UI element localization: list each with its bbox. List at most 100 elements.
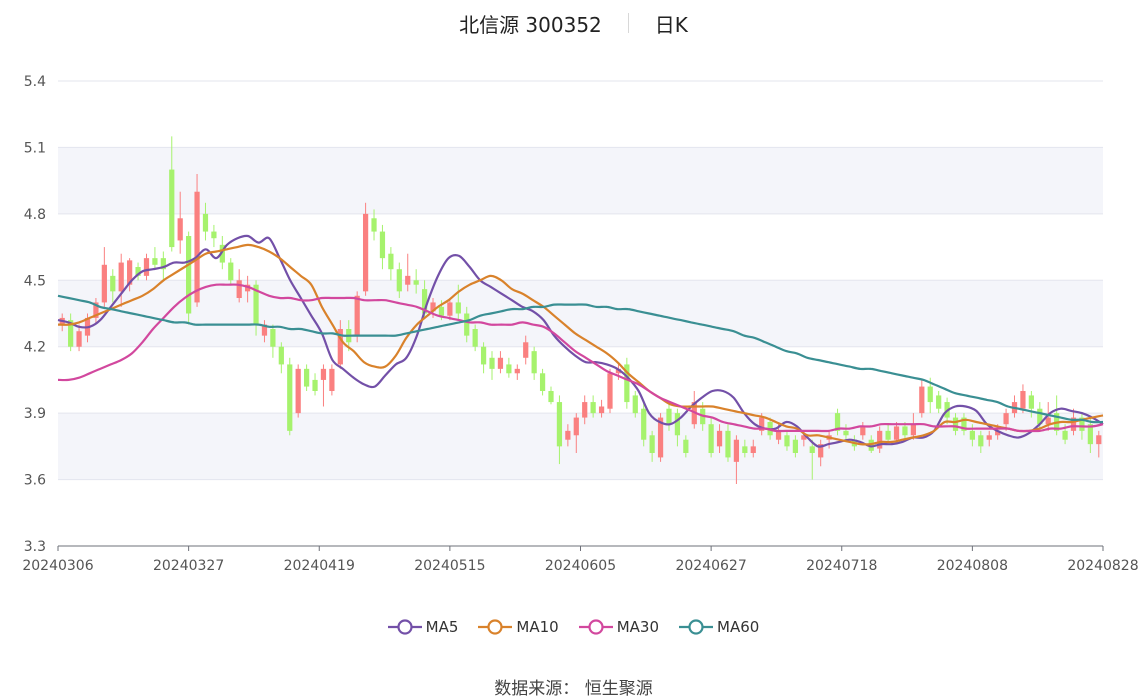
candle-body bbox=[936, 395, 942, 409]
candle-body bbox=[455, 302, 461, 314]
candle bbox=[514, 364, 520, 380]
candle bbox=[506, 357, 512, 378]
period-label: 日K bbox=[654, 12, 688, 37]
candle-body bbox=[447, 302, 453, 316]
candle bbox=[598, 399, 605, 418]
candle bbox=[910, 413, 916, 440]
x-tick-label: 20240627 bbox=[675, 558, 746, 574]
candle bbox=[329, 364, 335, 396]
candle bbox=[590, 395, 596, 418]
candle-body bbox=[666, 408, 672, 425]
series-line-ma60 bbox=[57, 294, 1104, 424]
candle-body bbox=[902, 426, 908, 436]
candle bbox=[320, 364, 327, 407]
candle-body bbox=[860, 426, 866, 436]
candle-body bbox=[725, 430, 731, 458]
candle bbox=[986, 430, 992, 447]
candle bbox=[683, 435, 689, 458]
candle bbox=[202, 202, 209, 241]
x-axis: 20240306 20240327 20240419 20240515 20240605… bbox=[22, 546, 1139, 574]
candle-body bbox=[101, 264, 107, 303]
candle-body bbox=[152, 258, 158, 265]
candle-body bbox=[624, 364, 630, 403]
candle-body bbox=[556, 402, 563, 447]
candle-body bbox=[1028, 395, 1034, 409]
candle-body bbox=[801, 435, 807, 440]
candle-body bbox=[480, 346, 487, 365]
x-tick-label: 20240718 bbox=[806, 558, 877, 574]
y-tick-label: 3.6 bbox=[24, 473, 46, 489]
candle bbox=[337, 320, 343, 369]
candle-body bbox=[641, 408, 647, 440]
candle-body bbox=[565, 430, 571, 440]
candle-body bbox=[295, 368, 301, 414]
candle bbox=[1020, 384, 1026, 414]
legend-line-circle-icon bbox=[387, 619, 422, 635]
candle bbox=[362, 202, 369, 296]
candle-body bbox=[312, 379, 318, 391]
candle-body bbox=[708, 424, 714, 453]
legend-label: MA5 bbox=[425, 618, 459, 636]
candle bbox=[211, 224, 217, 248]
candle-body bbox=[995, 430, 1001, 436]
candle bbox=[68, 313, 74, 352]
y-tick-label: 3.9 bbox=[24, 406, 46, 422]
candle bbox=[447, 298, 453, 321]
candle-body bbox=[219, 244, 225, 263]
candle-body bbox=[598, 406, 605, 414]
candle bbox=[674, 408, 681, 447]
candle-body bbox=[548, 391, 554, 403]
candle bbox=[666, 402, 672, 431]
candle-body bbox=[379, 231, 386, 259]
grid-bands bbox=[58, 147, 1103, 480]
candle bbox=[472, 324, 478, 352]
candle bbox=[278, 342, 284, 374]
candle-body bbox=[716, 430, 723, 447]
y-tick-label: 4.2 bbox=[24, 340, 46, 356]
legend-line-circle-icon bbox=[478, 619, 513, 635]
x-tick-label: 20240515 bbox=[414, 558, 485, 574]
y-tick-label: 4.8 bbox=[24, 207, 46, 223]
legend-item-ma10[interactable]: MA10 bbox=[478, 618, 559, 636]
candle-body bbox=[489, 357, 495, 369]
candle-body bbox=[405, 275, 411, 285]
candle-body bbox=[127, 260, 133, 285]
candle-body bbox=[674, 413, 681, 436]
candle bbox=[961, 413, 967, 436]
x-tick-label: 20240327 bbox=[153, 558, 224, 574]
candle bbox=[379, 224, 386, 270]
candle-body bbox=[910, 424, 916, 436]
legend-item-ma5[interactable]: MA5 bbox=[387, 618, 459, 636]
candle-body bbox=[531, 351, 537, 374]
data-source: 数据来源： 恒生聚源 bbox=[494, 679, 653, 699]
candle bbox=[287, 357, 293, 436]
candle-body bbox=[1062, 430, 1068, 440]
candle bbox=[919, 379, 925, 418]
candle bbox=[245, 275, 251, 303]
candle-body bbox=[919, 386, 925, 414]
candle-body bbox=[329, 368, 335, 391]
legend-item-ma30[interactable]: MA30 bbox=[578, 618, 659, 636]
candle-body bbox=[961, 417, 967, 431]
candle-body bbox=[388, 253, 394, 270]
candle bbox=[497, 351, 504, 374]
candle-body bbox=[278, 346, 284, 365]
candle-body bbox=[523, 342, 529, 358]
candle-body bbox=[169, 169, 175, 248]
legend-item-ma60[interactable]: MA60 bbox=[679, 618, 759, 636]
candle bbox=[843, 424, 849, 440]
candle bbox=[261, 320, 268, 343]
candle-body bbox=[236, 280, 242, 298]
candle bbox=[76, 324, 82, 352]
candle bbox=[110, 269, 116, 303]
candle bbox=[160, 251, 166, 281]
candle-body bbox=[118, 262, 124, 292]
candle-body bbox=[952, 417, 959, 431]
candle-body bbox=[337, 329, 343, 365]
candle-body bbox=[202, 213, 209, 232]
candle bbox=[1028, 391, 1034, 418]
x-tick-label: 20240828 bbox=[1067, 558, 1138, 574]
candle-body bbox=[464, 313, 470, 336]
candle-body bbox=[186, 236, 192, 314]
y-tick-label: 5.4 bbox=[24, 74, 46, 90]
